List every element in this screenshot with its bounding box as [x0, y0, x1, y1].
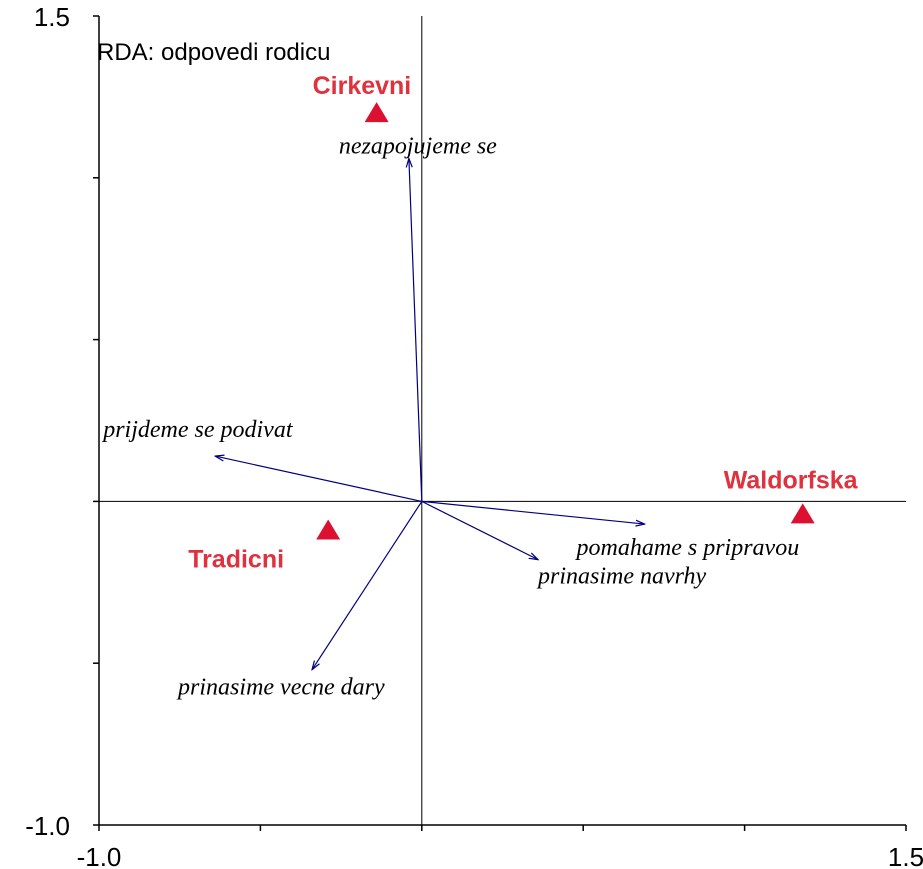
arrow [215, 456, 422, 502]
y-tick-label: -1.0 [25, 811, 70, 841]
sample-label: Cirkevni [313, 72, 412, 100]
arrow [312, 501, 423, 669]
sample-marker [316, 519, 341, 540]
x-tick-label: -1.0 [77, 842, 122, 869]
arrow [421, 500, 645, 524]
chart-title: RDA: odpovedi rodicu [97, 39, 330, 66]
sample-marker [364, 102, 389, 123]
arrow-label: pomahame s pripravou [575, 535, 800, 561]
x-tick-label: 1.5 [888, 842, 923, 869]
arrow-label: prinasime navrhy [536, 564, 707, 590]
arrow-label: prinasime vecne dary [176, 675, 385, 701]
arrow [421, 500, 538, 559]
arrow-label: prijdeme se podivat [101, 417, 294, 443]
y-tick-label: 1.5 [34, 2, 70, 32]
arrow-label: nezapojujeme se [339, 133, 497, 159]
sample-label: Waldorfska [724, 466, 859, 494]
arrow [409, 158, 423, 502]
sample-label: Tradicni [188, 546, 284, 574]
sample-marker [790, 503, 815, 524]
